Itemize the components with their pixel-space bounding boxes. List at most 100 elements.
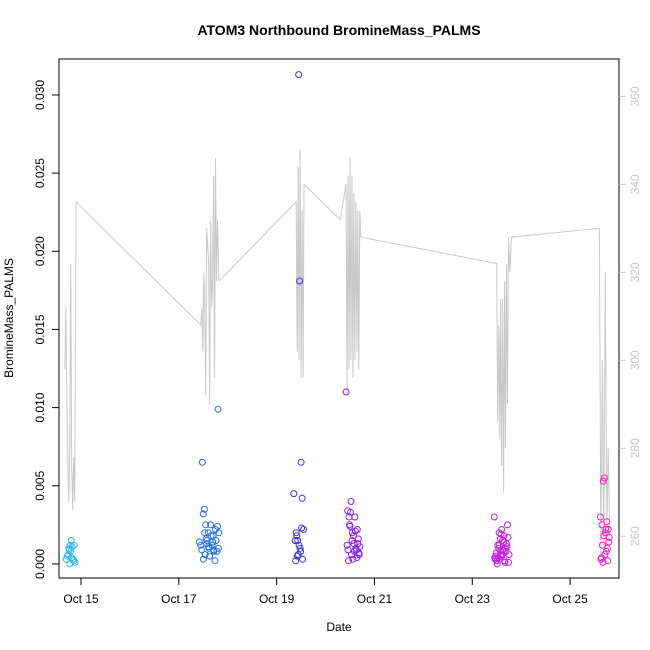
data-point [354,535,362,543]
data-point [351,513,359,521]
data-point [214,522,221,530]
data-point [292,557,300,565]
plot-frame [58,58,620,579]
data-point [495,541,503,549]
data-point [596,513,604,521]
data-point [291,537,299,544]
data-point [297,458,305,466]
data-point [604,526,612,533]
data-point [299,555,307,563]
data-point [347,497,355,505]
data-point [602,526,610,533]
x-tick-label: Oct 21 [357,592,393,606]
data-point [202,521,210,529]
data-point [354,540,362,548]
data-point [201,551,209,559]
data-point [205,543,213,551]
data-point [66,560,74,568]
data-point [347,508,354,516]
data-point [600,474,608,482]
data-point [63,552,71,560]
data-point [68,543,76,551]
data-point [346,521,353,529]
y2-tick-label: 320 [628,262,642,282]
y-axis-right: 260 280 300 320 340 360 [619,86,642,546]
data-point [502,547,510,555]
data-point [210,546,218,554]
data-point [493,557,501,565]
data-point [353,526,361,533]
data-point [69,555,77,563]
altitude-line-layer [64,149,611,554]
scatter-points-layer [62,71,613,568]
data-point [504,521,511,529]
x-tick-label: Oct 23 [455,592,491,606]
data-point [599,477,607,485]
data-point [597,555,605,563]
chart-title: ATOM3 Northbound BromineMass_PALMS [197,22,480,38]
data-point [345,557,352,565]
data-point [296,277,304,285]
y-tick-label: 0.000 [33,549,47,579]
y2-tick-label: 340 [628,174,642,194]
x-tick-label: Oct 15 [63,592,99,606]
y-tick-label: 0.005 [33,470,47,500]
y-tick-label: 0.030 [33,80,47,110]
data-point [603,518,611,526]
data-point [195,538,203,546]
data-point [200,505,208,513]
data-point [603,544,611,552]
data-point [199,555,207,563]
data-point [344,546,352,554]
data-point [211,557,219,565]
data-point [498,526,506,533]
data-point [201,529,209,537]
data-point [295,71,303,79]
data-point [350,547,358,555]
data-point [212,537,220,544]
data-point [207,521,215,529]
y-tick-label: 0.025 [33,158,47,188]
data-point [497,530,505,538]
data-point [295,541,303,549]
y2-tick-label: 300 [628,350,642,370]
data-point [495,544,503,552]
data-point [601,551,609,559]
data-point [497,551,505,559]
x-axis: Oct 15 Oct 17 Oct 19 Oct 21 Oct 23 Oct 25 [63,577,588,606]
y-axis-label: BromineMass_PALMS [2,258,16,378]
data-point [214,405,222,413]
x-tick-label: Oct 25 [552,592,588,606]
data-point [604,557,612,565]
data-point [297,547,305,555]
data-point [290,490,298,498]
y-tick-label: 0.010 [33,392,47,422]
y2-tick-label: 360 [628,86,642,106]
y2-tick-label: 280 [628,438,642,458]
data-point [342,388,350,396]
data-point [490,513,498,521]
data-point [198,458,206,466]
y-tick-label: 0.020 [33,236,47,266]
altitude-line [64,149,611,554]
data-point [355,551,363,559]
y-axis-left: 0.000 0.005 0.010 0.015 0.020 0.025 0.030 [33,80,59,579]
data-point [202,535,210,543]
data-point [198,546,206,554]
data-point [343,541,351,549]
data-point [298,524,306,532]
data-point [293,552,301,560]
data-point [215,529,223,537]
data-point [598,521,606,529]
data-point [349,555,357,563]
data-point [348,537,356,544]
data-point [70,541,78,549]
data-point [214,544,222,552]
data-point [199,510,207,518]
x-tick-label: Oct 19 [259,592,295,606]
data-point [68,554,76,562]
data-point [598,541,606,549]
data-point [296,544,304,552]
data-point [505,558,512,566]
